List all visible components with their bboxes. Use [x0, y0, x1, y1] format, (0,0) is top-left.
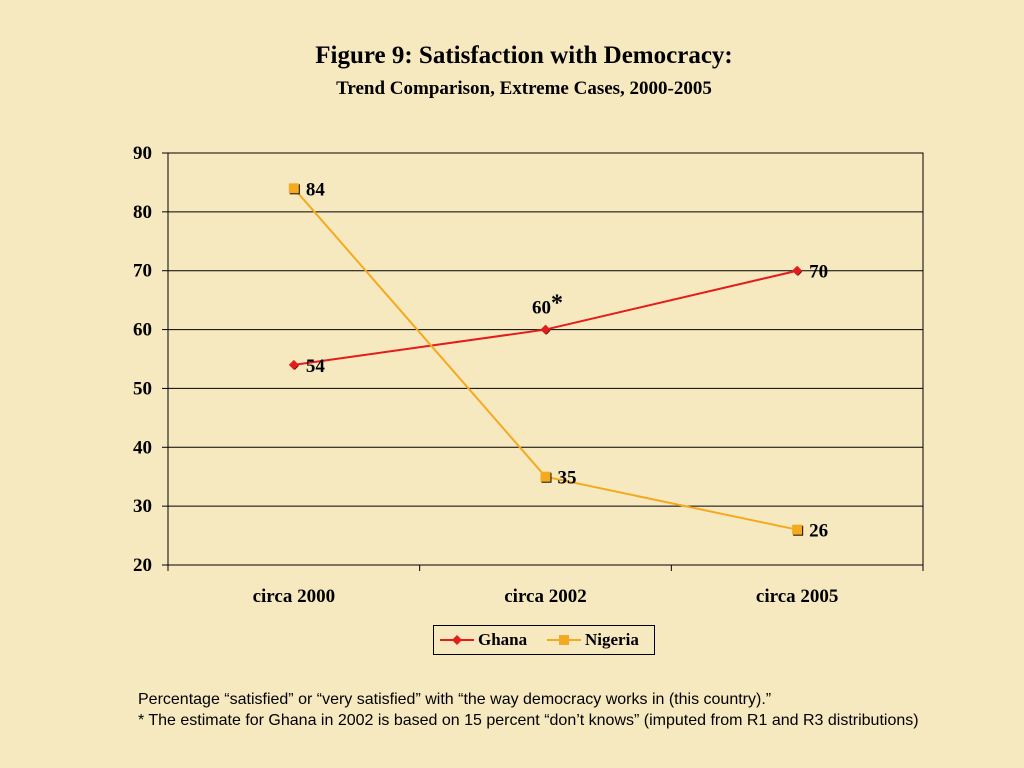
- legend-item-ghana: Ghana: [440, 630, 527, 650]
- x-tick-label: circa 2000: [253, 586, 336, 607]
- axes: 20 30 40 50 60 70 80 90 circa 2000 circa 2002 circ…: [133, 143, 924, 607]
- series-layer: [288, 183, 804, 536]
- footnote-line-2: * The estimate for Ghana in 2002 is base…: [138, 712, 919, 729]
- legend-label-ghana: Ghana: [478, 630, 528, 649]
- data-label: 60*: [532, 291, 563, 319]
- y-tick-label: 20: [133, 555, 152, 576]
- plot-area: [167, 152, 924, 566]
- legend-line-square-icon: [547, 635, 581, 645]
- x-tick-label: circa 2002: [504, 586, 587, 607]
- chart-title: Figure 9: Satisfaction with Democracy:: [315, 42, 733, 69]
- data-label: 70: [809, 262, 828, 283]
- legend-line-diamond-icon: [440, 635, 474, 645]
- data-point: [288, 183, 299, 194]
- footnote: Percentage “satisfied” or “very satisfie…: [138, 689, 938, 731]
- x-tick-label: circa 2005: [756, 586, 839, 607]
- data-label: 54: [306, 356, 326, 377]
- data-point: [540, 324, 551, 335]
- legend-label-nigeria: Nigeria: [585, 630, 639, 649]
- legend-item-nigeria: Nigeria: [547, 630, 639, 650]
- y-tick-label: 30: [133, 496, 152, 517]
- y-tick-label: 80: [133, 202, 152, 223]
- data-point: [792, 524, 803, 535]
- chart-legend: Ghana Nigeria: [433, 625, 655, 655]
- data-label: 35: [558, 468, 577, 489]
- data-label: 26: [809, 521, 828, 542]
- line-chart: 20 30 40 50 60 70 80 90 circa 2000 circa 2002 circ…: [133, 143, 924, 607]
- y-tick-label: 40: [133, 437, 152, 458]
- y-tick-label: 50: [133, 378, 152, 399]
- data-label: 84: [306, 179, 326, 200]
- data-point: [540, 471, 551, 482]
- data-point: [792, 265, 803, 276]
- data-point: [288, 359, 299, 370]
- data-labels: 54 60* 70 84 35 26: [306, 179, 828, 541]
- chart-subtitle: Trend Comparison, Extreme Cases, 2000-20…: [336, 78, 712, 99]
- y-tick-label: 90: [133, 143, 152, 164]
- y-tick-label: 70: [133, 261, 152, 282]
- footnote-line-1: Percentage “satisfied” or “very satisfie…: [138, 691, 772, 708]
- y-tick-label: 60: [133, 320, 152, 341]
- gridlines: [168, 211, 923, 507]
